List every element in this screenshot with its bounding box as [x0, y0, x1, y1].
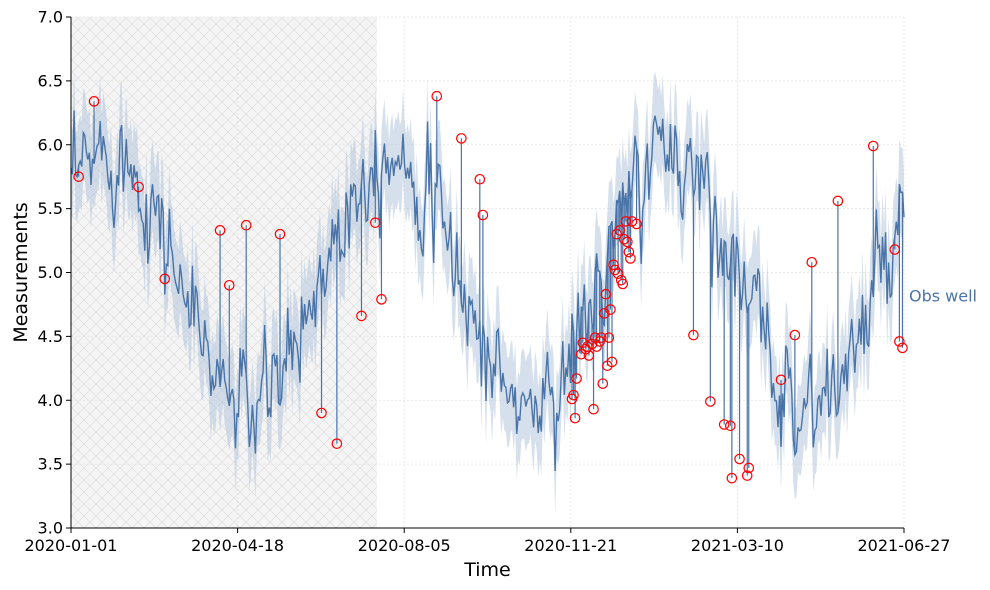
y-tick-label: 7.0 [38, 8, 63, 27]
observation-point [214, 225, 226, 236]
y-tick-label: 5.5 [38, 199, 63, 218]
observation-point [775, 374, 787, 386]
y-tick-label: 6.0 [38, 135, 63, 154]
observation-point [889, 244, 901, 255]
observation-point [316, 407, 327, 419]
y-tick-label: 4.0 [38, 391, 63, 410]
observation-point [583, 350, 595, 361]
observation-point [597, 378, 609, 389]
observation-point [603, 332, 615, 343]
x-axis-ticks: 2020-01-01 2020-04-18 2020-08-05 2020-11-21… [25, 528, 951, 555]
observation-point [612, 268, 624, 280]
observation-point [618, 233, 630, 245]
observation-point [718, 419, 730, 430]
observation-point [474, 173, 486, 185]
x-tick-label: 2020-04-18 [191, 536, 284, 555]
x-tick-label: 2020-11-21 [524, 536, 617, 555]
observation-point [606, 356, 618, 368]
observation-point [741, 470, 753, 481]
observation-point [617, 278, 629, 290]
observation-point [726, 472, 738, 484]
observation-point [867, 140, 879, 152]
observation-point [224, 279, 235, 291]
y-axis-title: Measurements [10, 202, 32, 342]
x-tick-label: 2020-08-05 [358, 536, 451, 555]
observation-point [734, 453, 745, 465]
observation-point [688, 329, 699, 341]
observation-point [623, 246, 635, 258]
observation-point [580, 343, 592, 355]
observation-point [806, 256, 818, 268]
observation-point [591, 341, 602, 352]
observation-point [609, 264, 621, 276]
observation-point [832, 195, 844, 207]
observation-point [568, 389, 579, 401]
observation-point [571, 373, 582, 384]
x-tick-label: 2021-06-27 [858, 536, 951, 555]
observation-point [73, 171, 84, 182]
x-tick-label: 2021-03-10 [691, 536, 784, 555]
observation-point [456, 133, 467, 144]
x-tick-label: 2020-01-01 [25, 536, 118, 555]
observation-point [622, 236, 633, 248]
observation-point [725, 420, 736, 432]
observation-point [159, 273, 171, 285]
observation-point [431, 90, 443, 102]
observation-point [631, 218, 642, 230]
observation-point [331, 438, 343, 449]
observation-point [608, 259, 619, 271]
observation-point [614, 225, 625, 236]
y-axis-ticks: 3.0 3.5 4.0 4.5 5.0 5.5 6.0 6.5 7.0 [38, 8, 71, 538]
observation-point [477, 209, 489, 221]
observation-point [588, 403, 599, 415]
series-label: Obs well [909, 286, 977, 305]
observation-point [370, 217, 381, 228]
observation-point [789, 329, 801, 341]
observation-point [620, 216, 632, 227]
observation-point [600, 288, 612, 300]
observation-points [73, 90, 908, 484]
y-tick-label: 6.5 [38, 71, 63, 90]
y-tick-label: 3.0 [38, 519, 63, 538]
observation-point [569, 412, 581, 424]
observation-point [599, 308, 610, 319]
observation-point [356, 310, 367, 322]
series-line [70, 110, 905, 472]
observation-point [274, 228, 286, 240]
x-axis-title: Time [463, 559, 511, 581]
observation-point [894, 336, 905, 347]
y-tick-label: 4.5 [38, 327, 63, 346]
observation-point [133, 181, 144, 193]
observation-point [705, 396, 716, 407]
observation-point [743, 462, 755, 474]
observation-stems [78, 96, 904, 479]
y-tick-label: 5.0 [38, 263, 63, 282]
observation-point [897, 342, 908, 354]
observation-point [595, 332, 607, 343]
observation-point [625, 253, 636, 264]
observation-point [240, 219, 252, 231]
observation-point [376, 294, 387, 305]
observation-point [88, 96, 100, 107]
observation-point [605, 304, 616, 315]
observation-point [611, 228, 622, 240]
y-tick-label: 3.5 [38, 455, 63, 474]
